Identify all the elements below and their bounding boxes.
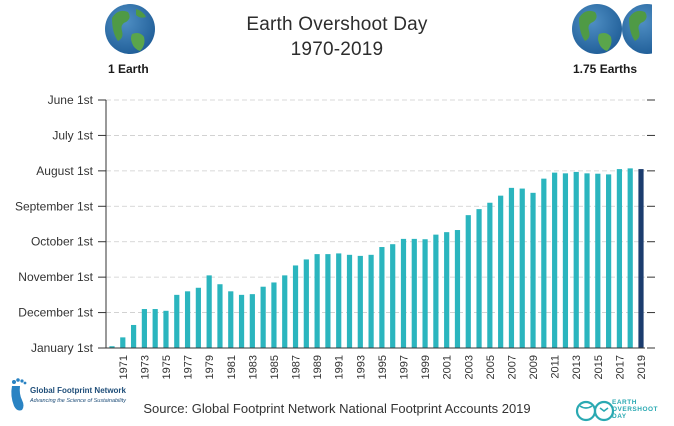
bar-2013 [573, 171, 579, 348]
chart-title: Earth Overshoot Day [246, 14, 428, 35]
bar-1976 [174, 294, 180, 348]
bar-1980 [217, 284, 223, 348]
bar-1996 [390, 244, 396, 348]
bar-2019 [638, 169, 644, 348]
gfn-name: Global Footprint Network [30, 386, 126, 395]
bar-1984 [260, 286, 266, 348]
bar-2003 [465, 215, 471, 348]
bar-1975 [163, 310, 169, 348]
bar-1987 [292, 265, 299, 348]
x-tick-label: 1983 [247, 355, 259, 379]
x-tick-label: 1973 [139, 355, 151, 379]
bar-2011 [552, 172, 558, 348]
bar-2006 [498, 195, 504, 348]
x-tick-label: 2009 [528, 355, 540, 379]
x-tick-label: 1981 [226, 355, 238, 379]
bar-1998 [411, 238, 417, 348]
x-tick-label: 1975 [161, 355, 173, 379]
bar-1983 [249, 294, 255, 348]
bar-2009 [530, 192, 536, 348]
bar-1991 [336, 253, 342, 348]
bar-1986 [282, 275, 288, 348]
earth-globe-icon-left [105, 4, 155, 54]
bar-2017 [616, 169, 623, 348]
eo-line-1: EARTH [612, 399, 637, 406]
bar-1999 [422, 239, 428, 348]
bar-1995 [379, 247, 385, 348]
bar-1970 [109, 346, 115, 348]
bar-1978 [195, 287, 201, 348]
bar-2000 [433, 234, 439, 348]
x-tick-label: 2007 [506, 355, 518, 379]
x-tick-label: 1987 [291, 355, 303, 379]
y-tick-label: August 1st [36, 164, 93, 178]
x-tick-label: 2003 [463, 355, 475, 379]
bar-2014 [584, 173, 590, 348]
bar-1985 [271, 282, 277, 348]
source-note: Source: Global Footprint Network Nationa… [143, 401, 531, 416]
bar-1982 [238, 294, 245, 348]
y-tick-label: October 1st [31, 235, 94, 249]
bar-1989 [314, 254, 320, 348]
y-tick-label: June 1st [48, 93, 94, 107]
right-earth-label: 1.75 Earths [573, 62, 638, 76]
x-tick-label: 2011 [550, 355, 562, 379]
eo-line-2: OVERSHOOT [612, 406, 659, 413]
bar-2018 [627, 168, 633, 348]
bar-1972 [130, 324, 137, 348]
bar-2007 [508, 187, 515, 348]
chart-subtitle: 1970-2019 [290, 39, 384, 60]
x-tick-label: 2005 [485, 355, 497, 379]
earth-globe-icon-right-2 [622, 4, 652, 54]
bar-1997 [400, 238, 407, 348]
x-tick-label: 1995 [377, 355, 389, 379]
bar-1988 [303, 259, 309, 348]
x-tick-label: 1985 [269, 355, 281, 379]
x-tick-label: 2019 [636, 355, 648, 379]
y-tick-label: December 1st [18, 306, 93, 320]
x-tick-label: 1999 [420, 355, 432, 379]
x-tick-label: 1989 [312, 355, 324, 379]
bar-2005 [487, 202, 493, 348]
bar-1977 [184, 291, 191, 348]
bar-1981 [228, 291, 234, 348]
bar-2010 [541, 178, 547, 348]
gfn-tagline: Advancing the Science of Sustainability [30, 398, 127, 404]
bar-2004 [476, 209, 482, 348]
y-tick-label: July 1st [52, 128, 93, 142]
bar-1973 [141, 309, 147, 348]
x-tick-label: 1997 [398, 355, 410, 379]
x-tick-label: 2001 [442, 355, 454, 379]
left-earth-label: 1 Earth [108, 62, 149, 76]
eo-line-3: DAY [612, 413, 627, 420]
y-tick-label: November 1st [18, 270, 93, 284]
earth-globe-icon-right-1 [572, 4, 622, 54]
x-tick-label: 1971 [118, 355, 130, 379]
x-tick-label: 1977 [183, 355, 195, 379]
bar-1979 [206, 275, 212, 348]
bar-2001 [444, 232, 450, 348]
x-tick-label: 1993 [355, 355, 367, 379]
bar-1993 [357, 255, 363, 348]
x-tick-label: 1979 [204, 355, 216, 379]
overshoot-day-logo-icon [575, 400, 615, 422]
x-tick-label: 2015 [593, 355, 605, 379]
x-tick-label: 2017 [614, 355, 626, 379]
bar-1990 [325, 254, 331, 348]
bar-1974 [152, 309, 158, 348]
x-tick-label: 1991 [334, 355, 346, 379]
bar-2015 [595, 173, 601, 348]
y-tick-label: January 1st [31, 341, 94, 355]
bar-2012 [562, 173, 569, 348]
y-tick-label: September 1st [15, 199, 94, 213]
bar-1994 [368, 254, 374, 348]
bar-2008 [519, 188, 525, 348]
gfn-logo-icon [11, 378, 27, 411]
bar-1992 [346, 254, 353, 348]
bar-2002 [454, 230, 461, 348]
bar-2016 [606, 174, 612, 348]
x-tick-label: 2013 [571, 355, 583, 379]
bar-1971 [120, 337, 126, 348]
